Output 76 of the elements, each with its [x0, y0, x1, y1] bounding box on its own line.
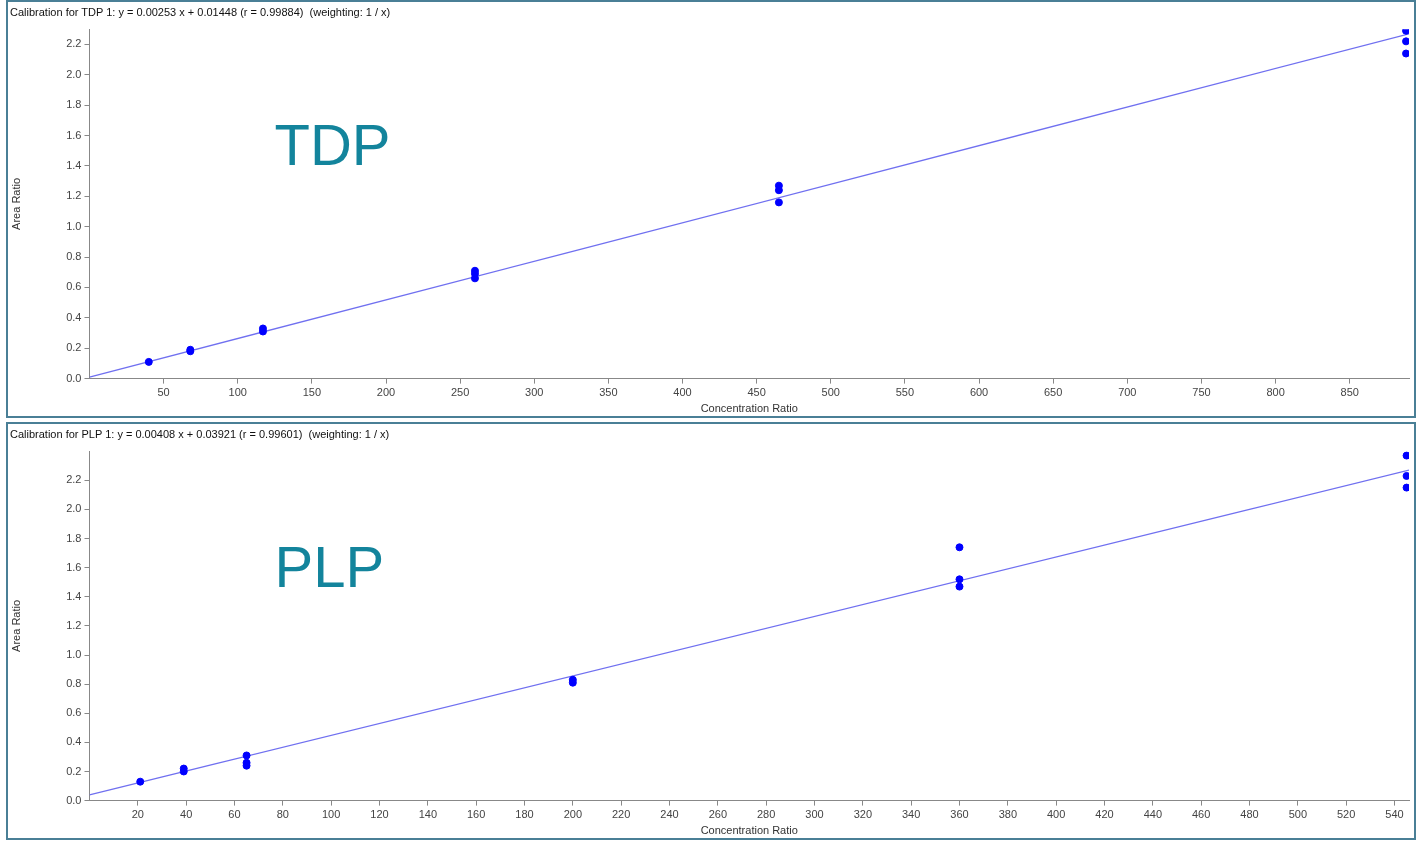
y-tick-label: 2.0 [66, 502, 82, 515]
x-tick-label: 100 [321, 808, 341, 821]
x-tick-label: 420 [1095, 808, 1114, 821]
y-tick-label: 1.8 [66, 531, 82, 544]
y-tick-label: 0.6 [66, 280, 82, 293]
x-tick-label: 500 [821, 386, 840, 399]
x-tick-label: 140 [418, 808, 438, 821]
x-tick-label: 850 [1340, 386, 1359, 399]
x-tick-label: 300 [525, 386, 544, 399]
x-tick-label: 320 [853, 808, 873, 821]
y-tick-label: 0.6 [66, 706, 82, 719]
x-tick-label: 260 [708, 808, 728, 821]
x-tick-label: 800 [1266, 386, 1285, 399]
x-tick-label: 400 [1046, 808, 1066, 821]
x-tick-label: 600 [969, 386, 989, 399]
x-tick-label: 120 [370, 808, 389, 821]
y-tick-label: 2.2 [66, 473, 82, 486]
x-tick-label: 160 [466, 808, 486, 821]
x-tick-label: 220 [611, 808, 631, 821]
x-tick-label: 460 [1191, 808, 1211, 821]
x-tick-label: 100 [228, 386, 247, 399]
y-tick-label: 0.8 [66, 677, 82, 690]
y-tick-label: 1.0 [66, 648, 82, 661]
x-tick-label: 360 [950, 808, 969, 821]
y-tick-label: 1.2 [66, 189, 82, 202]
x-tick-label: 300 [805, 808, 824, 821]
x-tick-label: 50 [157, 386, 170, 399]
y-tick-label: 1.2 [66, 618, 82, 631]
y-tick-label: 1.0 [66, 219, 82, 232]
chart-title: Calibration for PLP 1: y = 0.00408 x + 0.03921 (r = 0.99601) (weighting: 1 / x) [10, 427, 390, 440]
annotation: PLP [274, 534, 385, 600]
x-tick-label: 520 [1336, 808, 1356, 821]
x-tick-label: 280 [756, 808, 776, 821]
y-tick-label: 0.8 [66, 250, 82, 263]
x-tick-label: 450 [747, 386, 766, 399]
x-tick-label: 440 [1143, 808, 1163, 821]
y-tick-label: 1.6 [66, 560, 82, 573]
x-tick-label: 350 [599, 386, 618, 399]
x-tick-label: 150 [302, 386, 322, 399]
x-tick-label: 60 [228, 808, 241, 821]
x-tick-label: 700 [1118, 386, 1137, 399]
x-tick-label: 340 [901, 808, 921, 821]
x-tick-label: 20 [131, 808, 144, 821]
y-tick-label: 0.2 [66, 764, 82, 777]
y-tick-label: 2.2 [66, 37, 82, 50]
y-tick-label: 0.4 [66, 735, 82, 748]
x-axis-title: Concentration Ratio [700, 402, 798, 415]
y-tick-label: 0.0 [66, 793, 82, 806]
y-tick-label: 2.0 [66, 67, 82, 80]
x-tick-label: 550 [895, 386, 915, 399]
x-tick-label: 540 [1385, 808, 1404, 821]
x-tick-label: 400 [673, 386, 692, 399]
x-tick-label: 80 [276, 808, 289, 821]
y-tick-label: 0.0 [66, 371, 82, 384]
x-tick-label: 40 [180, 808, 193, 821]
x-tick-label: 180 [515, 808, 534, 821]
chart-title: Calibration for TDP 1: y = 0.00253 x + 0.01448 (r = 0.99884) (weighting: 1 / x) [10, 5, 391, 18]
y-tick-label: 1.4 [66, 589, 82, 602]
annotation: TDP [274, 112, 391, 178]
x-tick-label: 200 [376, 386, 396, 399]
y-axis-title: Area Ratio [9, 599, 22, 652]
x-tick-label: 650 [1044, 386, 1063, 399]
x-tick-label: 500 [1288, 808, 1308, 821]
y-tick-label: 0.2 [66, 341, 82, 354]
x-tick-label: 480 [1240, 808, 1259, 821]
x-tick-label: 240 [660, 808, 679, 821]
x-tick-label: 200 [563, 808, 583, 821]
x-axis-title: Concentration Ratio [700, 824, 798, 837]
x-tick-label: 380 [998, 808, 1018, 821]
y-tick-label: 0.4 [66, 310, 82, 323]
x-tick-label: 750 [1192, 386, 1211, 399]
y-axis-title: Area Ratio [9, 177, 22, 230]
x-tick-label: 250 [450, 386, 470, 399]
y-tick-label: 1.6 [66, 128, 82, 141]
y-tick-label: 1.8 [66, 98, 82, 111]
y-tick-label: 1.4 [66, 158, 82, 171]
